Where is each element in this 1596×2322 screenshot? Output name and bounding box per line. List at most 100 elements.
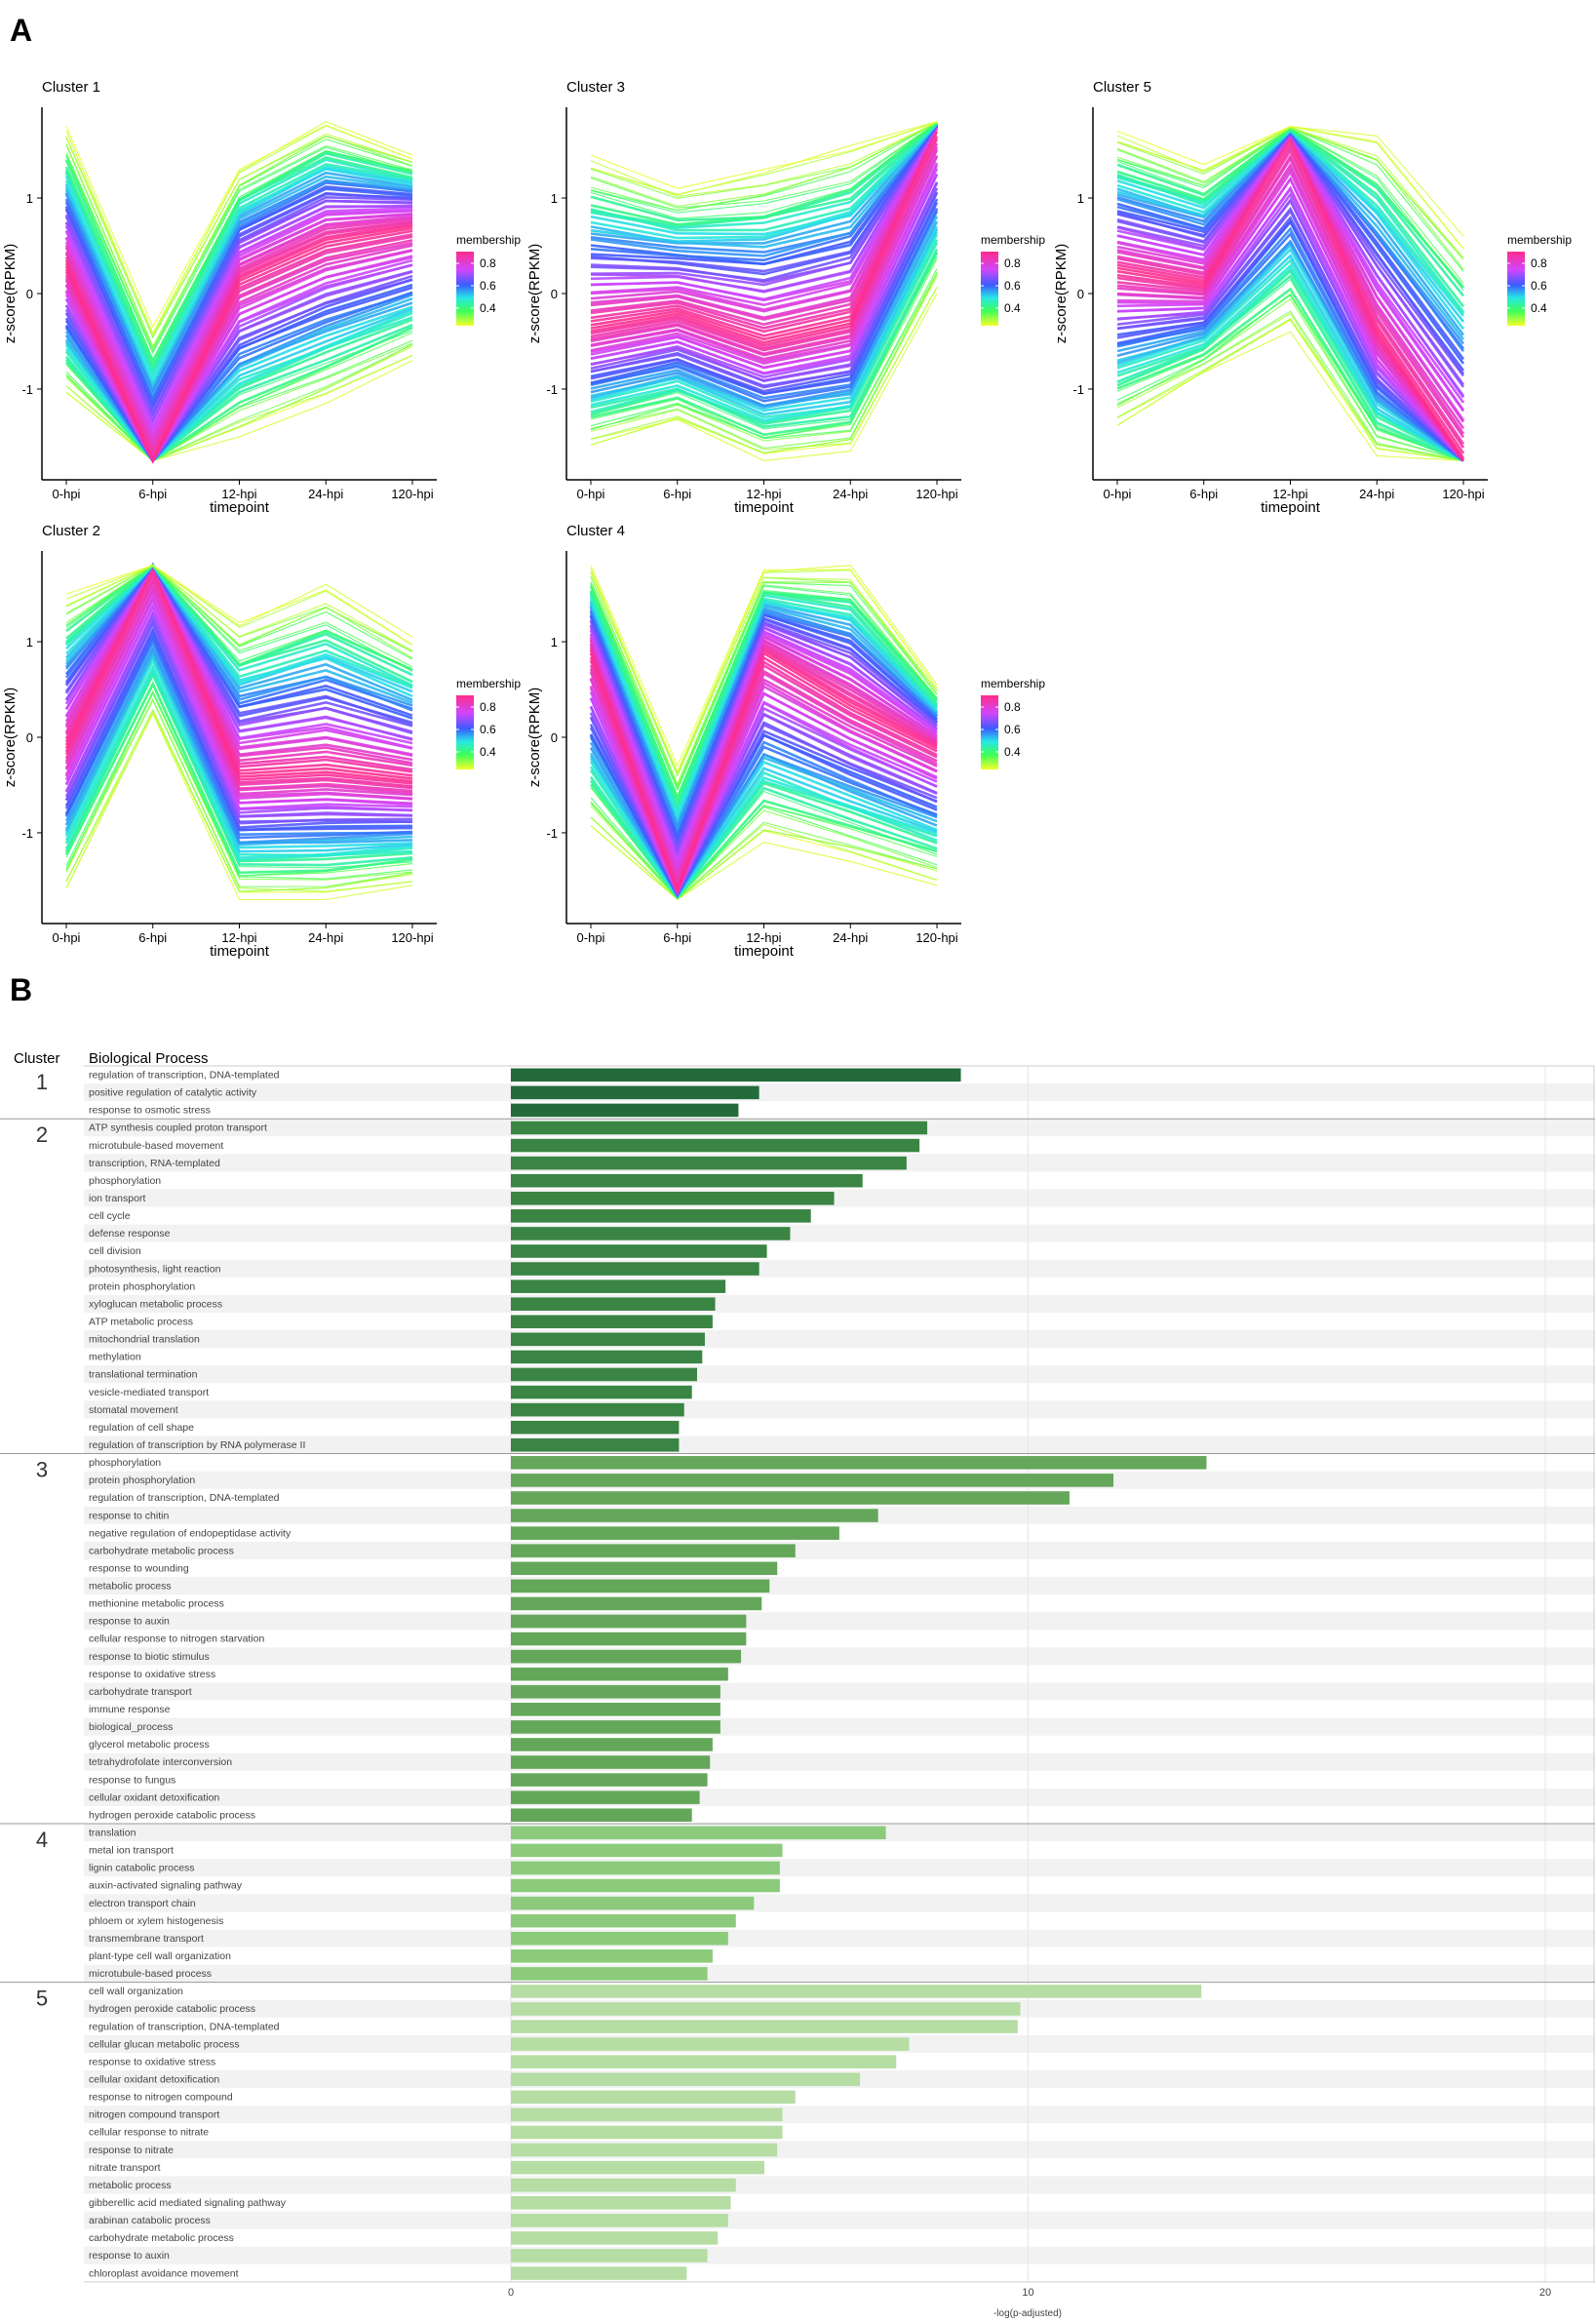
bar — [511, 1967, 708, 1981]
bar — [511, 2002, 1021, 2016]
profile-line — [64, 603, 413, 810]
process-label: response to oxidative stress — [89, 1669, 215, 1680]
row-stripe — [84, 1929, 1595, 1948]
profile-line — [64, 563, 413, 728]
profile-line — [64, 681, 413, 875]
process-label: gibberellic acid mediated signaling path… — [89, 2197, 287, 2209]
bar — [511, 1985, 1202, 1998]
profile-line — [590, 122, 938, 209]
row-stripe — [84, 1717, 1595, 1736]
cluster-title: Cluster 5 — [1093, 79, 1151, 96]
profile-line — [1116, 274, 1464, 462]
cluster-panel: Cluster 5 -1 0 1 0-hpi 6-hpi 12-hpi 24-hpi 120-h… — [1053, 79, 1572, 516]
row-stripe — [84, 1436, 1595, 1454]
row-stripe — [84, 1365, 1595, 1384]
panel-a-label: A — [10, 13, 32, 48]
profile-line — [590, 121, 938, 226]
legend-label: 0.4 — [1004, 301, 1021, 315]
profile-line — [1116, 177, 1464, 462]
x-axis-title: timepoint — [210, 943, 270, 960]
legend-label: 0.6 — [480, 723, 496, 736]
x-tick-label: 24-hpi — [833, 487, 868, 501]
bar — [511, 1579, 770, 1594]
bar — [511, 2195, 731, 2210]
profile-line — [590, 123, 939, 266]
panel-a-cluster-profiles: Cluster 1 -1 0 1 0-hpi 6-hpi 12-hpi 24-hpi 120-h… — [2, 79, 1572, 960]
bar — [511, 1156, 907, 1170]
process-label: response to osmotic stress — [89, 1105, 211, 1117]
x-tick-label: 0-hpi — [577, 487, 605, 501]
y-tick-label: -1 — [546, 826, 558, 841]
profile-line — [590, 123, 939, 282]
process-label: response to biotic stimulus — [89, 1651, 210, 1663]
process-label: transmembrane transport — [89, 1933, 204, 1945]
profile-line — [65, 563, 413, 671]
x-axis-title: timepoint — [734, 499, 795, 516]
profile-line — [64, 217, 413, 452]
process-label: hydrogen peroxide catabolic process — [89, 2003, 255, 2015]
legend-colorbar — [981, 695, 998, 769]
bar — [511, 1614, 747, 1629]
process-label: arabinan catabolic process — [89, 2215, 211, 2226]
row-stripe — [84, 2246, 1595, 2264]
process-label: cell cycle — [89, 1210, 131, 1222]
y-tick-label: 0 — [26, 287, 33, 301]
y-tick-label: -1 — [1072, 382, 1084, 397]
cluster-number: 1 — [36, 1070, 48, 1094]
profile-line — [64, 150, 413, 370]
bar — [511, 1861, 780, 1875]
bar — [511, 1878, 780, 1893]
process-label: electron transport chain — [89, 1898, 196, 1909]
process-label: microtubule-based process — [89, 1968, 212, 1980]
x-tick-label: 0-hpi — [53, 487, 81, 501]
y-tick-label: -1 — [546, 382, 558, 397]
profile-line — [65, 564, 413, 660]
profile-line — [590, 230, 939, 422]
process-label: response to chitin — [89, 1510, 169, 1521]
row-stripe — [84, 1647, 1595, 1666]
x-axis-title: timepoint — [210, 499, 270, 516]
profile-line — [65, 144, 413, 349]
bar — [511, 1227, 791, 1240]
x-tick-label: 120-hpi — [391, 930, 433, 945]
y-tick-label: 0 — [551, 287, 558, 301]
process-label: photosynthesis, light reaction — [89, 1263, 221, 1275]
bar — [511, 2107, 783, 2122]
bar — [511, 1209, 811, 1223]
profile-line — [65, 565, 413, 651]
legend-title: membership — [981, 677, 1045, 690]
x-tick-label: 6-hpi — [663, 487, 691, 501]
x-tick-label: 120-hpi — [915, 487, 957, 501]
bar — [511, 1808, 692, 1823]
process-label: phloem or xylem histogenesis — [89, 1915, 223, 1927]
profile-line — [590, 121, 938, 197]
legend-label: 0.6 — [1004, 279, 1021, 293]
x-tick-label: 24-hpi — [1359, 487, 1394, 501]
legend-label: 0.8 — [1531, 256, 1547, 270]
x-tick-label: 12-hpi — [221, 487, 256, 501]
legend-label: 0.8 — [1004, 700, 1021, 714]
process-label: cellular oxidant detoxification — [89, 2073, 219, 2085]
bar — [511, 1913, 736, 1928]
row-stripe — [84, 1964, 1595, 1983]
process-label: response to auxin — [89, 1616, 170, 1628]
legend-label: 0.8 — [1004, 256, 1021, 270]
bar — [511, 2072, 861, 2087]
legend-title: membership — [456, 233, 521, 247]
bar — [511, 1437, 680, 1452]
profile-line — [65, 698, 413, 892]
x-axis-title: timepoint — [734, 943, 795, 960]
bar — [511, 1544, 796, 1557]
process-label: mitochondrial translation — [89, 1334, 200, 1346]
profile-lines — [1116, 126, 1465, 462]
profile-line — [64, 573, 413, 790]
bar — [511, 1649, 742, 1664]
profile-line — [1116, 287, 1464, 462]
process-label: metabolic process — [89, 1581, 172, 1593]
process-label: immune response — [89, 1704, 171, 1715]
legend-label: 0.4 — [480, 301, 496, 315]
x-tick-label: 6-hpi — [138, 930, 167, 945]
profile-line — [590, 239, 939, 419]
row-stripe — [84, 1682, 1595, 1701]
